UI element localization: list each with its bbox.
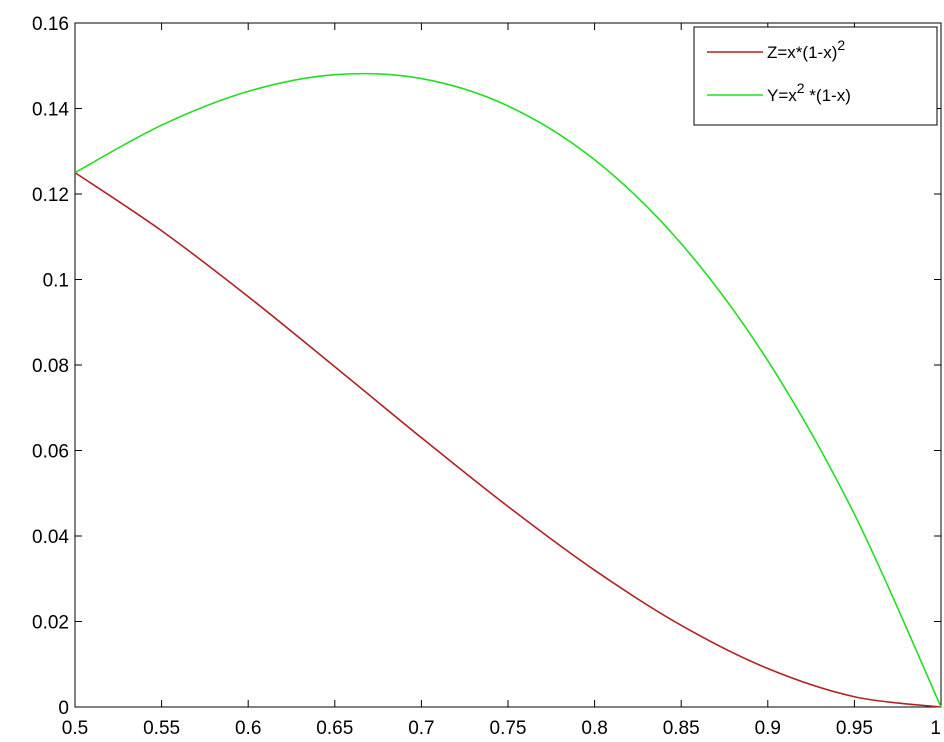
- y-tick-label: 0.08: [32, 356, 69, 377]
- x-tick-label: 0.6: [235, 718, 261, 739]
- legend: Z=x*(1-x)2 Y=x2 *(1-x): [693, 26, 938, 126]
- legend-label-1: Z=x*(1-x)2: [767, 37, 845, 62]
- y-tick-label: 0: [58, 698, 69, 719]
- y-tick-label: 0.12: [32, 185, 69, 206]
- series-group: [74, 72, 942, 708]
- y-tick-label: 0.04: [32, 527, 69, 548]
- x-tick-label: 1: [930, 718, 941, 739]
- x-tick-label: 0.8: [581, 718, 607, 739]
- y-tick-label: 0.06: [32, 442, 69, 463]
- series-line-1: [74, 171, 942, 708]
- y-tick-label: 0.02: [32, 613, 69, 634]
- x-tick-label: 0.9: [755, 718, 781, 739]
- x-tick-label: 0.85: [663, 718, 700, 739]
- legend-label-2: Y=x2 *(1-x): [767, 80, 851, 105]
- y-axis: 0 0.02 0.04 0.06 0.08 0.1 0.12 0.14 0.16: [32, 14, 941, 719]
- y-tick-label: 0.1: [43, 271, 69, 292]
- legend-box: [693, 26, 938, 126]
- x-tick-label: 0.65: [316, 718, 353, 739]
- x-tick-label: 0.55: [143, 718, 180, 739]
- x-tick-label: 0.75: [490, 718, 527, 739]
- x-tick-label: 0.95: [836, 718, 873, 739]
- y-tick-label: 0.14: [32, 100, 69, 121]
- plot-area: [74, 22, 942, 708]
- x-tick-label: 0.7: [408, 718, 434, 739]
- series-line-2: [74, 72, 942, 708]
- x-axis: 0.5 0.55 0.6 0.65 0.7 0.75 0.8 0.85 0.9 0.95 1: [62, 23, 942, 739]
- x-tick-label: 0.5: [62, 718, 88, 739]
- y-tick-label: 0.16: [32, 14, 69, 35]
